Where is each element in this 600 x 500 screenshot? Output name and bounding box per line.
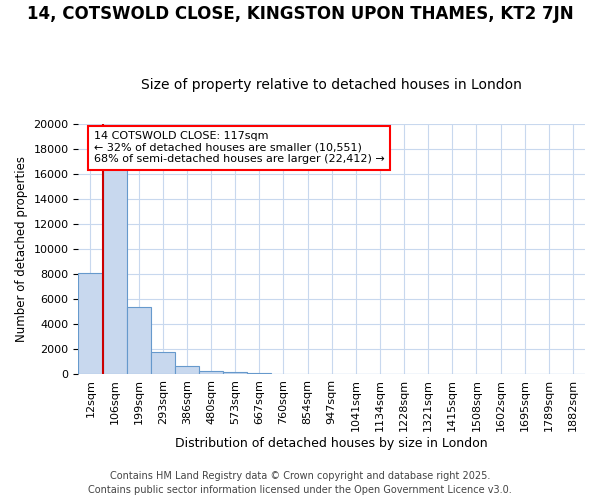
X-axis label: Distribution of detached houses by size in London: Distribution of detached houses by size …: [175, 437, 488, 450]
Text: 14 COTSWOLD CLOSE: 117sqm
← 32% of detached houses are smaller (10,551)
68% of s: 14 COTSWOLD CLOSE: 117sqm ← 32% of detac…: [94, 131, 385, 164]
Bar: [247, 373, 271, 374]
Bar: [103, 165, 127, 374]
Y-axis label: Number of detached properties: Number of detached properties: [15, 156, 28, 342]
Text: Contains HM Land Registry data © Crown copyright and database right 2025.
Contai: Contains HM Land Registry data © Crown c…: [88, 471, 512, 495]
Bar: [151, 352, 175, 374]
Title: Size of property relative to detached houses in London: Size of property relative to detached ho…: [141, 78, 522, 92]
Bar: [199, 370, 223, 374]
Bar: [223, 372, 247, 374]
Bar: [127, 307, 151, 374]
Text: 14, COTSWOLD CLOSE, KINGSTON UPON THAMES, KT2 7JN: 14, COTSWOLD CLOSE, KINGSTON UPON THAMES…: [26, 5, 574, 23]
Bar: [79, 273, 103, 374]
Bar: [175, 366, 199, 374]
